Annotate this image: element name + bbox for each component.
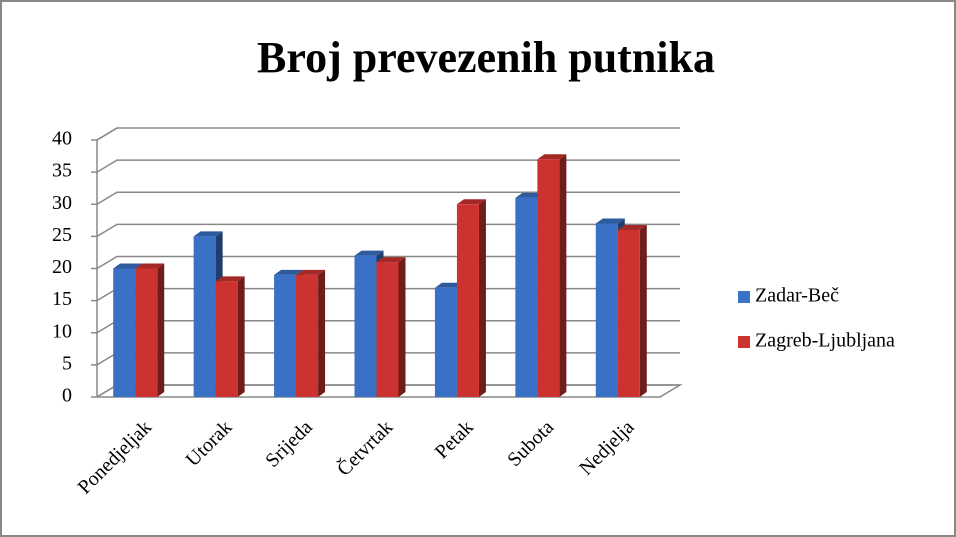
bar-side: [237, 276, 245, 397]
y-tick-label: 15: [52, 288, 72, 310]
legend-swatch: [738, 291, 750, 303]
bar-front: [113, 268, 136, 397]
bar-front: [135, 268, 158, 397]
bar-top: [617, 224, 647, 230]
bar-front: [515, 197, 538, 397]
y-tick-label: 0: [62, 385, 72, 407]
y-tick-label: 10: [52, 320, 72, 342]
bar-front: [456, 204, 479, 397]
bar: [215, 276, 245, 397]
bar-side: [559, 154, 567, 397]
bar-front: [376, 262, 399, 397]
bar-front: [617, 229, 640, 397]
bar-top: [296, 269, 326, 275]
grid-line: [96, 191, 680, 205]
bar: [456, 199, 486, 397]
y-tick-label: 25: [52, 224, 72, 246]
bar-top: [135, 263, 165, 269]
bar-front: [537, 159, 560, 397]
chart-title: Broj prevezenih putnika: [257, 33, 715, 82]
bar-front: [193, 236, 216, 397]
grid-line: [96, 159, 680, 173]
bar-top: [215, 276, 245, 282]
bar-top: [193, 231, 223, 237]
bar-top: [537, 154, 567, 160]
bar-side: [398, 257, 406, 397]
bar-top: [113, 263, 143, 269]
bar-side: [157, 263, 165, 397]
legend-label: Zagreb-Ljubljana: [755, 330, 895, 352]
y-tick-label: 35: [52, 160, 72, 182]
bar-top: [354, 250, 384, 256]
bar-top: [274, 269, 304, 275]
bar: [537, 154, 567, 397]
bar: [135, 263, 165, 397]
bar-side: [478, 199, 486, 397]
bar-front: [274, 274, 297, 397]
bar-front: [354, 255, 377, 397]
y-tick-label: 20: [52, 256, 72, 278]
bar-front: [595, 223, 618, 397]
bar-top: [434, 282, 464, 288]
bar-side: [318, 269, 326, 397]
y-tick-label: 5: [62, 352, 72, 374]
bar-top: [595, 218, 625, 224]
bar: [296, 269, 326, 397]
bar: [617, 224, 647, 397]
y-tick-label: 40: [52, 128, 72, 150]
bar: [376, 257, 406, 397]
grid-line: [96, 255, 680, 270]
y-tick-label: 30: [52, 192, 72, 214]
grid-line: [96, 223, 680, 238]
bar-top: [515, 192, 545, 198]
legend-label: Zadar-Beč: [755, 285, 839, 307]
bar-top: [456, 199, 486, 205]
bar-front: [296, 274, 319, 397]
bar-top: [376, 257, 406, 263]
bar-front: [434, 287, 457, 397]
bar-front: [215, 281, 238, 397]
bar-side: [639, 224, 647, 397]
grid-line: [96, 127, 680, 141]
legend-swatch: [738, 336, 750, 348]
